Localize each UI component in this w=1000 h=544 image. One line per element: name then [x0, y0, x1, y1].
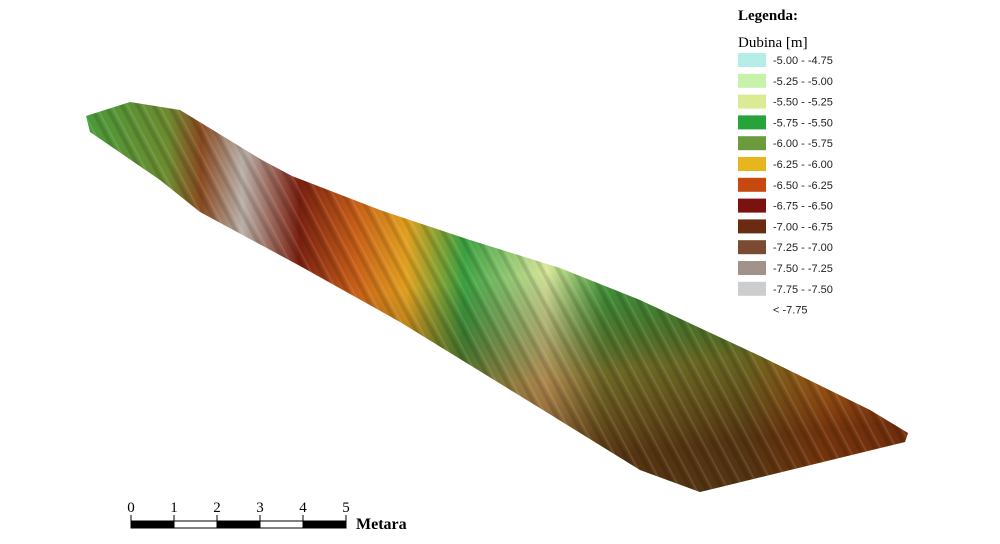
scale-segment	[259, 520, 304, 529]
legend-label: -5.25 - -5.00	[773, 76, 833, 88]
legend-swatch	[738, 115, 766, 130]
legend-label: -7.75 - -7.50	[773, 284, 833, 296]
legend-swatch	[738, 157, 766, 171]
legend-label: -5.50 - -5.25	[773, 97, 833, 109]
legend-swatch	[738, 177, 766, 192]
legend-items: -5.00 - -4.75 -5.25 - -5.00 -5.50 - -5.25 -…	[738, 53, 833, 317]
legend-swatch	[738, 136, 766, 151]
legend-swatch	[738, 240, 766, 255]
scale-label: 1	[170, 500, 178, 516]
legend-swatch	[738, 198, 766, 213]
legend-swatch	[738, 261, 766, 275]
legend-subtitle: Dubina [m]	[738, 35, 808, 51]
scale-label: 0	[127, 500, 135, 516]
legend-swatch	[738, 302, 766, 317]
legend-label: -7.50 - -7.25	[773, 263, 833, 275]
legend-label: -6.75 - -6.50	[773, 201, 833, 213]
scale-label: 2	[213, 500, 221, 516]
legend-label: -7.00 - -6.75	[773, 221, 833, 233]
legend-swatch	[738, 53, 766, 67]
legend-swatch	[738, 219, 766, 234]
scale-label: 3	[256, 500, 264, 516]
scale-unit: Metara	[356, 516, 407, 533]
legend-label: < -7.75	[773, 305, 808, 317]
legend-swatch	[738, 94, 766, 109]
legend-title: Legenda:	[738, 8, 798, 24]
legend-label: -6.25 - -6.00	[773, 159, 833, 171]
legend-label: -5.75 - -5.50	[773, 117, 833, 129]
scale-bar: 0 1 2 3 4 5 Metara	[127, 500, 406, 533]
scale-label: 5	[342, 500, 350, 516]
legend-label: -5.00 - -4.75	[773, 55, 833, 67]
legend-label: -6.00 - -5.75	[773, 138, 833, 150]
legend-label: -6.50 - -6.25	[773, 180, 833, 192]
legend-swatch	[738, 73, 766, 88]
scale-segment	[130, 520, 175, 529]
scale-segment	[302, 520, 347, 529]
scale-label: 4	[299, 500, 307, 516]
scale-segment	[216, 520, 261, 529]
legend-label: -7.25 - -7.00	[773, 242, 833, 254]
scale-segment	[173, 520, 218, 529]
legend-swatch	[738, 281, 766, 296]
